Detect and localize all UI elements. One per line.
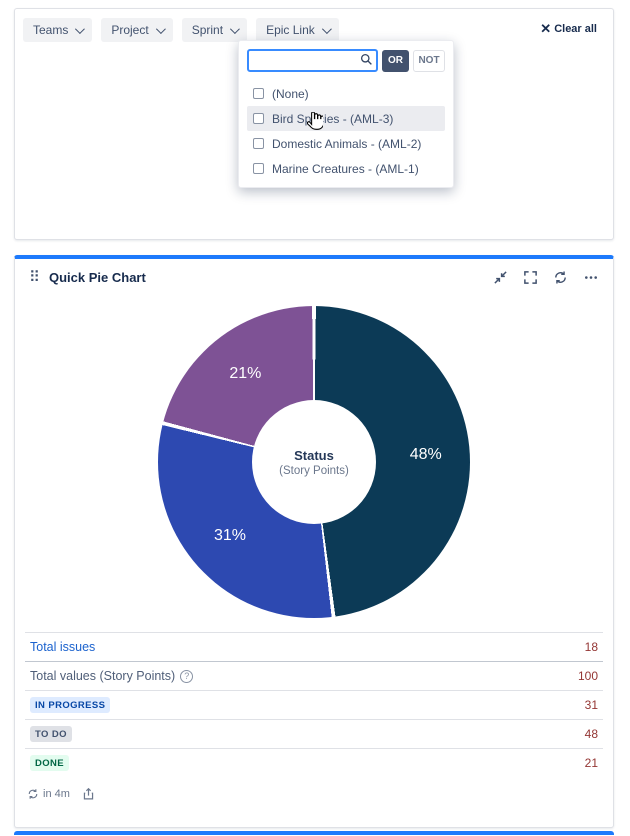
chevron-down-icon [75,23,86,34]
option-checkbox[interactable] [253,138,264,149]
chevron-down-icon [321,23,332,34]
pie-chart: 48% 31% 21% Status (Story Points) [158,306,470,618]
chevron-down-icon [155,23,166,34]
total-issues-link[interactable]: Total issues [30,640,96,654]
help-icon[interactable]: ? [180,669,194,683]
pie-center-subtitle: (Story Points) [279,464,349,477]
pie-slice-label: 21% [229,364,262,382]
filter-teams-label: Teams [33,23,69,37]
pie-slice-label: 31% [213,527,246,545]
status-badge-to-do[interactable]: TO DO [30,726,72,742]
fullscreen-icon[interactable] [523,270,538,285]
total-values-text: Total values (Story Points) [30,669,176,683]
option-none[interactable]: (None) [247,81,445,106]
quick-pie-chart-gadget: ⠿ Quick Pie Chart [14,255,614,828]
status-badge-in-progress[interactable]: IN PROGRESS [30,697,111,713]
next-gadget-top-border [14,831,614,835]
filter-project-label: Project [111,23,149,37]
table-row-total-issues: Total issues 18 [25,632,603,661]
option-checkbox[interactable] [253,163,264,174]
option-label: Domestic Animals - (AML-2) [272,136,422,151]
pie-center-title: Status [294,447,334,463]
total-values-value[interactable]: 100 [577,669,598,683]
pie-center-label: Status (Story Points) [252,400,376,524]
done-value[interactable]: 21 [584,756,598,770]
table-row-in-progress: IN PROGRESS 31 [25,690,603,719]
pie-slice-label: 48% [409,445,442,463]
mouse-cursor-icon [307,112,323,130]
table-row-done: DONE 21 [25,748,603,777]
total-values-label: Total values (Story Points) ? [30,669,194,683]
filter-sprint-label: Sprint [191,23,224,37]
filter-epic-link-button[interactable]: Epic Link [256,18,339,42]
option-label: Bird Species - (AML-3) [272,111,394,126]
option-checkbox[interactable] [253,113,264,124]
refresh-icon[interactable] [553,270,568,285]
to-do-value[interactable]: 48 [584,727,598,741]
in-progress-value[interactable]: 31 [584,698,598,712]
more-options-icon[interactable] [583,270,599,285]
filter-teams-button[interactable]: Teams [23,18,93,42]
table-row-to-do: TO DO 48 [25,719,603,748]
option-domestic-animals[interactable]: Domestic Animals - (AML-2) [247,131,445,156]
epic-options-list: (None) Bird Species - (AML-3) Domestic A… [247,81,445,181]
epic-search-input[interactable] [247,49,378,72]
close-x-icon: ✕ [540,21,552,36]
total-issues-value[interactable]: 18 [584,640,598,654]
search-icon [360,53,372,65]
option-marine-creatures[interactable]: Marine Creatures - (AML-1) [247,156,445,181]
summary-table: Total issues 18 Total values (Story Poin… [25,632,603,777]
epic-link-dropdown: OR NOT (None) Bird Species - (AML-3) [238,40,454,188]
option-label: Marine Creatures - (AML-1) [272,161,419,176]
export-icon[interactable] [82,787,95,801]
drag-handle-icon[interactable]: ⠿ [29,268,41,286]
refresh-countdown-label: in 4m [43,788,70,800]
gadget-footer: in 4m [15,777,613,811]
gadget-header: ⠿ Quick Pie Chart [15,259,613,290]
refresh-icon [28,789,38,799]
gadget-title: Quick Pie Chart [49,270,146,285]
refresh-countdown[interactable]: in 4m [27,788,70,800]
status-badge-done[interactable]: DONE [30,755,70,771]
option-label: (None) [272,86,309,101]
collapse-icon[interactable] [493,270,508,285]
not-toggle-button[interactable]: NOT [413,49,445,72]
filters-panel: Teams Project Sprint Epic Link ✕ Clear a… [14,8,614,240]
clear-all-button[interactable]: ✕ Clear all [540,22,597,35]
option-bird-species[interactable]: Bird Species - (AML-3) [247,106,445,131]
filter-sprint-button[interactable]: Sprint [181,18,248,42]
filter-project-button[interactable]: Project [101,18,173,42]
chevron-down-icon [230,23,240,34]
clear-all-label: Clear all [554,22,597,35]
filter-bar: Teams Project Sprint Epic Link ✕ Clear a… [15,9,613,188]
table-row-total-values: Total values (Story Points) ? 100 [25,661,603,690]
option-checkbox[interactable] [253,88,264,99]
filter-epic-link-label: Epic Link [266,23,315,37]
or-toggle-button[interactable]: OR [382,49,409,72]
